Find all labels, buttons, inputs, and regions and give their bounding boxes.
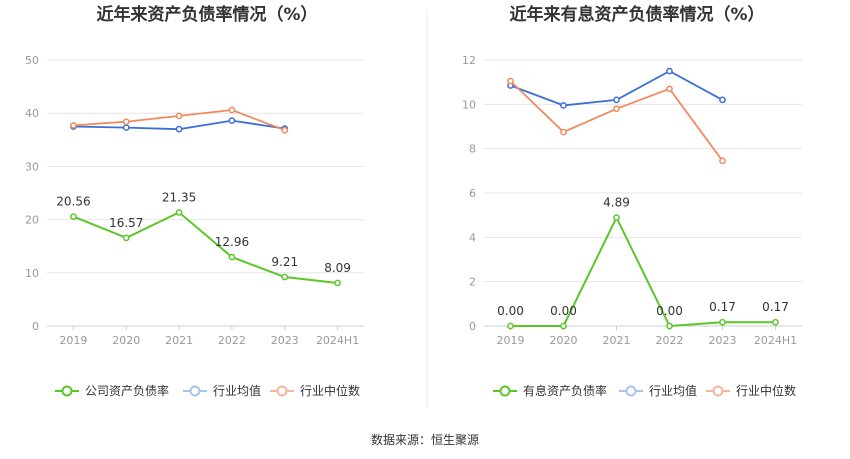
data-point-industry_avg	[613, 96, 620, 104]
y-tick-label: 50	[25, 54, 39, 67]
legend-item-company[interactable]: 有息资产负债率	[493, 383, 607, 398]
data-label: 20.56	[56, 195, 90, 209]
data-label: 0.00	[656, 304, 683, 318]
interest-bearing-debt-ratio-chart: 近年来有息资产负债率情况（%） 0 2 4 6 8 10 12 2019 2020 2021 2022…	[462, 4, 802, 398]
series-line-company	[73, 211, 338, 284]
legend-label: 行业均值	[649, 383, 697, 398]
legend-marker	[276, 385, 288, 397]
data-point-company	[334, 279, 341, 287]
legend-label: 行业中位数	[736, 383, 796, 398]
data-point-company	[772, 318, 779, 326]
data-point-company	[666, 322, 673, 330]
data-point-company	[228, 253, 236, 261]
data-point-industry_avg	[175, 125, 183, 133]
data-label: 9.21	[271, 255, 298, 269]
x-tick-label: 2019	[59, 334, 87, 347]
data-label: 0.00	[497, 304, 524, 318]
y-tick-label: 8	[469, 143, 476, 156]
legend-marker	[61, 385, 73, 397]
x-tick-label: 2022	[218, 334, 246, 347]
legend-label: 有息资产负债率	[523, 383, 607, 398]
data-label: 16.57	[109, 216, 143, 230]
x-tick-label: 2021	[165, 334, 193, 347]
data-point-industry_median	[507, 77, 514, 85]
legend-marker	[712, 385, 724, 397]
legend-item-industry_avg[interactable]: 行业均值	[183, 383, 261, 398]
data-point-company	[122, 234, 130, 242]
x-tick-label: 2024H1	[754, 334, 797, 347]
y-tick-label: 0	[32, 320, 39, 333]
y-tick-label: 0	[469, 320, 476, 333]
data-label: 21.35	[162, 190, 196, 204]
y-tick-label: 12	[462, 54, 476, 67]
data-label: 0.00	[550, 304, 577, 318]
data-point-industry_median	[70, 122, 77, 129]
data-point-company	[70, 213, 77, 220]
y-tick-label: 10	[462, 98, 476, 111]
x-tick-label: 2019	[497, 334, 525, 347]
data-point-industry_median	[560, 128, 567, 136]
y-tick-label: 30	[25, 160, 39, 173]
legend-item-industry_avg[interactable]: 行业均值	[619, 383, 697, 398]
x-tick-label: 2024H1	[316, 334, 359, 347]
source-note: 数据来源：恒生聚源	[371, 432, 479, 447]
legend-marker	[499, 385, 511, 397]
data-label: 0.17	[762, 300, 789, 314]
legend-label: 行业中位数	[300, 383, 360, 398]
data-point-industry_median	[228, 106, 236, 114]
data-point-company	[507, 322, 514, 330]
data-point-industry_avg	[122, 124, 130, 131]
data-point-company	[560, 322, 567, 330]
x-tick-label: 2022	[656, 334, 684, 347]
data-point-industry_avg	[560, 102, 567, 109]
debt-ratio-chart: 近年来资产负债率情况（%） 0 10 20 30 40 50 2019 2020 2021 2022…	[25, 4, 364, 398]
data-point-industry_avg	[666, 67, 673, 75]
data-point-industry_median	[175, 112, 183, 120]
data-point-company	[175, 209, 183, 216]
data-point-industry_avg	[228, 117, 236, 124]
data-point-company	[281, 273, 289, 281]
x-tick-label: 2023	[271, 334, 299, 347]
chart-title: 近年来有息资产负债率情况（%）	[509, 4, 764, 25]
legend-marker	[625, 385, 637, 397]
data-point-company	[613, 214, 620, 221]
y-tick-label: 2	[469, 276, 476, 289]
data-point-industry_median	[122, 118, 130, 126]
data-point-industry_avg	[719, 96, 726, 104]
y-tick-label: 40	[25, 107, 39, 120]
chart-title: 近年来资产负债率情况（%）	[96, 4, 317, 25]
legend-item-industry_median[interactable]: 行业中位数	[270, 383, 360, 398]
y-tick-label: 4	[469, 231, 476, 244]
data-point-company	[719, 318, 726, 326]
data-label: 12.96	[215, 235, 249, 249]
y-tick-label: 20	[25, 214, 39, 227]
y-tick-label: 10	[25, 267, 39, 280]
x-tick-label: 2020	[550, 334, 578, 347]
data-point-industry_median	[281, 126, 289, 134]
series-line-company	[510, 215, 776, 328]
legend-label: 公司资产负债率	[85, 383, 169, 398]
y-tick-label: 6	[469, 187, 476, 200]
legend-item-company[interactable]: 公司资产负债率	[55, 383, 169, 398]
data-label: 0.17	[709, 300, 736, 314]
data-point-industry_median	[719, 157, 726, 165]
x-tick-label: 2021	[603, 334, 631, 347]
x-tick-label: 2023	[709, 334, 737, 347]
x-tick-label: 2020	[112, 334, 140, 347]
data-point-industry_median	[613, 105, 620, 113]
data-point-industry_median	[666, 85, 673, 93]
legend-item-industry_median[interactable]: 行业中位数	[706, 383, 796, 398]
data-label: 4.89	[603, 196, 630, 210]
legend-marker	[189, 385, 201, 397]
data-label: 8.09	[324, 261, 351, 275]
legend-label: 行业均值	[213, 383, 261, 398]
